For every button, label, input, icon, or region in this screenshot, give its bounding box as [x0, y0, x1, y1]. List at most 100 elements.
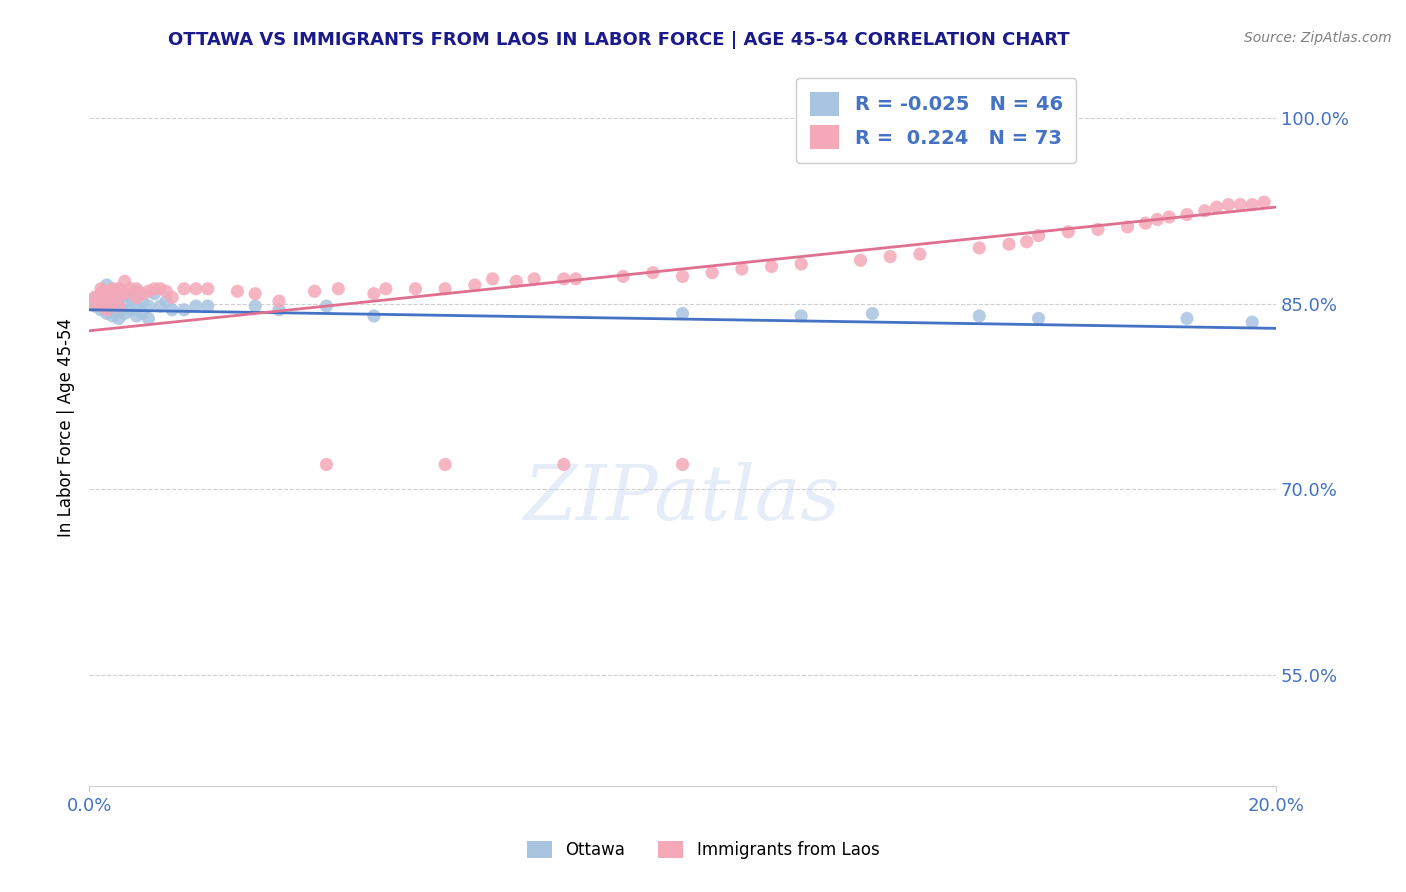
Point [96, 284, 118, 298]
Point [315, 299, 337, 313]
Point [1028, 228, 1050, 243]
Point [107, 302, 129, 317]
Text: Source: ZipAtlas.com: Source: ZipAtlas.com [1244, 31, 1392, 45]
Point [101, 294, 124, 309]
Point [564, 272, 586, 286]
Point [96, 278, 118, 293]
Point [101, 299, 124, 313]
Point [267, 302, 290, 317]
Point [149, 282, 172, 296]
Point [849, 253, 872, 268]
Point [998, 237, 1021, 252]
Point [101, 282, 124, 296]
Point [90, 286, 112, 301]
Point [138, 299, 160, 313]
Point [1159, 210, 1181, 224]
Point [84, 290, 107, 304]
Point [612, 269, 634, 284]
Point [1229, 197, 1251, 211]
Point [879, 250, 901, 264]
Point [101, 309, 124, 323]
Point [96, 302, 118, 317]
Point [131, 286, 153, 301]
Point [671, 306, 693, 320]
Point [505, 274, 527, 288]
Point [790, 257, 813, 271]
Point [84, 290, 107, 304]
Point [363, 309, 385, 323]
Point [90, 294, 112, 309]
Point [1253, 195, 1275, 210]
Point [184, 282, 207, 296]
Point [1015, 235, 1038, 249]
Point [226, 284, 249, 298]
Point [1218, 197, 1240, 211]
Point [363, 286, 385, 301]
Point [245, 299, 267, 313]
Point [1116, 219, 1139, 234]
Point [374, 282, 396, 296]
Point [107, 282, 129, 296]
Point [267, 294, 290, 309]
Point [96, 294, 118, 309]
Point [143, 286, 166, 301]
Point [434, 458, 457, 472]
Point [173, 282, 195, 296]
Point [155, 294, 177, 309]
Point [1205, 200, 1227, 214]
Point [1057, 225, 1080, 239]
Point [173, 302, 195, 317]
Legend: R = -0.025   N = 46, R =  0.224   N = 73: R = -0.025 N = 46, R = 0.224 N = 73 [796, 78, 1077, 162]
Point [107, 286, 129, 301]
Point [523, 272, 546, 286]
Point [761, 260, 783, 274]
Point [125, 290, 148, 304]
Point [125, 299, 148, 313]
Point [120, 282, 142, 296]
Point [84, 299, 107, 313]
Point [90, 282, 112, 296]
Point [671, 269, 693, 284]
Point [304, 284, 326, 298]
Point [1175, 311, 1198, 326]
Point [125, 309, 148, 323]
Point [90, 302, 112, 317]
Point [967, 241, 990, 255]
Point [481, 272, 503, 286]
Point [908, 247, 931, 261]
Point [107, 299, 129, 313]
Point [96, 306, 118, 320]
Point [184, 299, 207, 313]
Point [155, 284, 177, 298]
Point [641, 266, 664, 280]
Point [1028, 311, 1050, 326]
Point [90, 299, 112, 313]
Point [731, 262, 754, 277]
Point [107, 311, 129, 326]
Legend: Ottawa, Immigrants from Laos: Ottawa, Immigrants from Laos [520, 834, 886, 866]
Point [125, 282, 148, 296]
Point [702, 266, 724, 280]
Point [1241, 197, 1264, 211]
Point [464, 278, 486, 293]
Point [101, 290, 124, 304]
Point [107, 290, 129, 304]
Point [197, 299, 219, 313]
Point [197, 282, 219, 296]
Point [328, 282, 350, 296]
Point [1135, 216, 1157, 230]
Point [131, 294, 153, 309]
Point [553, 458, 575, 472]
Point [90, 286, 112, 301]
Point [1175, 207, 1198, 221]
Point [138, 284, 160, 298]
Point [1146, 212, 1168, 227]
Point [315, 458, 337, 472]
Point [160, 290, 183, 304]
Point [138, 311, 160, 326]
Point [1241, 315, 1264, 329]
Point [120, 302, 142, 317]
Point [149, 299, 172, 313]
Text: OTTAWA VS IMMIGRANTS FROM LAOS IN LABOR FORCE | AGE 45-54 CORRELATION CHART: OTTAWA VS IMMIGRANTS FROM LAOS IN LABOR … [167, 31, 1070, 49]
Point [114, 286, 136, 301]
